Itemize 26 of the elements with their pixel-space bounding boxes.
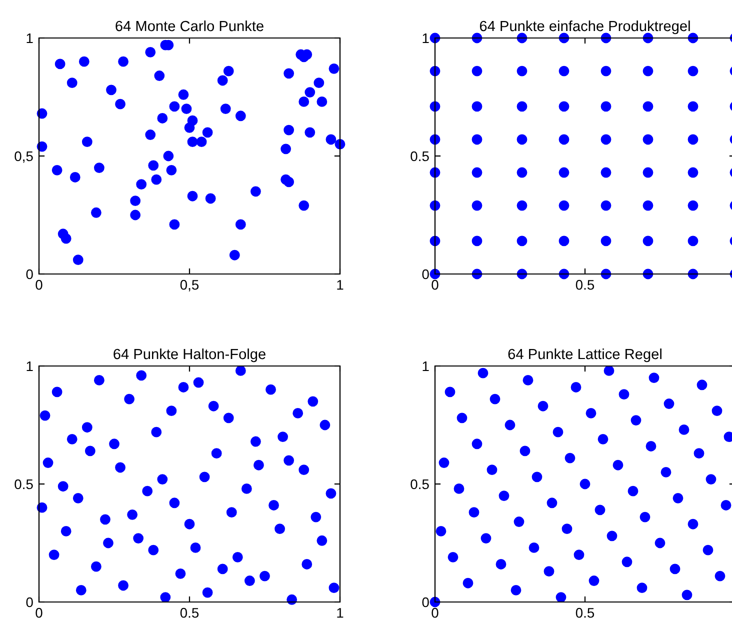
y-tick-label: 0.5	[410, 151, 429, 162]
y-tick-label: 1	[422, 33, 429, 44]
x-tick-label: 0	[36, 280, 42, 290]
y-tick-label: 0	[422, 597, 429, 608]
x-tick-label: 0.5	[576, 280, 594, 290]
x-tick-label: 1	[337, 608, 344, 618]
y-tick-label: 0.5	[410, 479, 429, 490]
chart-title: 64 Monte Carlo Punkte	[116, 20, 264, 32]
x-tick-label: 0.5	[180, 608, 199, 618]
y-tick-label: 0	[26, 597, 33, 608]
y-tick-label: 1	[422, 361, 429, 372]
y-tick-label: 0,5	[14, 151, 33, 163]
y-tick-label: 0.5	[14, 479, 33, 490]
x-tick-label: 1	[337, 280, 344, 290]
x-tick-label: 0.5	[576, 608, 594, 618]
y-tick-label: 1	[26, 361, 33, 372]
x-tick-label: 0	[432, 608, 438, 618]
y-tick-label: 0	[422, 269, 429, 280]
x-tick-label: 0	[432, 280, 438, 290]
x-tick-label: 0,5	[180, 280, 199, 292]
x-tick-label: 0	[36, 608, 42, 618]
y-tick-label: 0	[26, 269, 33, 280]
chart-title: 64 Punkte Halton-Folge	[114, 348, 266, 362]
chart-title: 64 Punkte Lattice Regel	[508, 348, 662, 362]
chart-title: 64 Punkte einfache Produktregel	[480, 20, 690, 34]
y-tick-label: 1	[26, 33, 33, 44]
